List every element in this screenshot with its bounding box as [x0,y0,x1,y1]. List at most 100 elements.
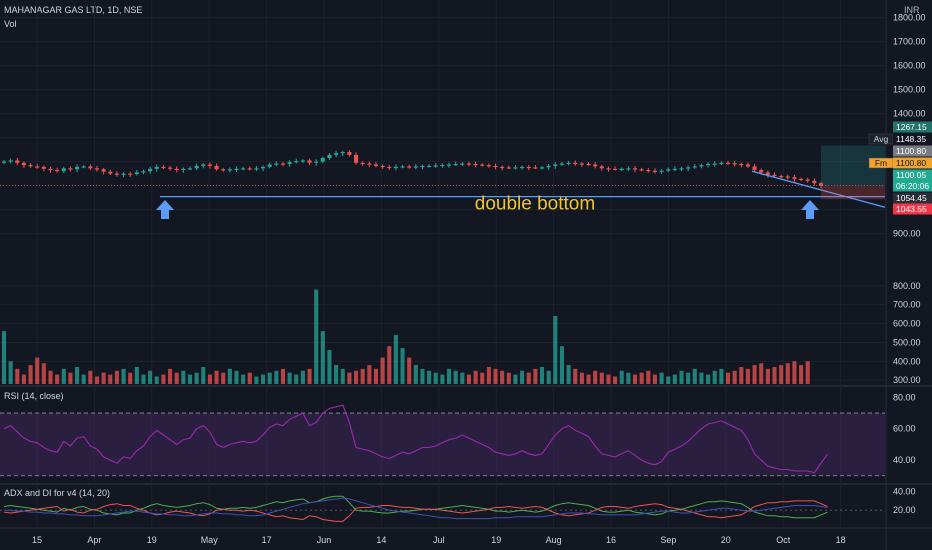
volume-bar [267,372,272,384]
candle-body [21,162,26,166]
volume-bar [287,372,292,384]
candle-body [666,169,671,171]
adx-label: ADX and DI for v4 (14, 20) [4,488,111,498]
price-tag: Avg 1148.35 [868,133,932,145]
candle-body [473,164,478,166]
candle-body [35,166,40,168]
volume-bar [55,374,60,384]
volume-bar [334,365,339,384]
price-tag-value: 1267.15 [896,122,927,132]
time-tick-label: 15 [32,535,42,545]
volume-bar [593,370,598,384]
candle-body [699,165,704,167]
adx-line [4,497,828,520]
candle-body [573,162,578,164]
volume-bar [35,357,40,384]
volume-label: Vol [4,19,17,29]
volume-bar [619,370,624,384]
volume-bar [168,368,173,384]
volume-bar [652,374,657,384]
volume-bar [573,368,578,384]
volume-bar [440,374,445,384]
candle-body [75,166,80,170]
candle-body [639,169,644,171]
up-arrow-icon [801,200,819,219]
candle-body [712,163,717,165]
time-tick-label: 19 [147,535,157,545]
candle-body [732,163,737,165]
price-tag-box [893,192,932,204]
candle-body [287,162,292,164]
price-tag-value: 1100.05 [896,170,926,180]
price-tag: 1054.45 [893,192,932,204]
symbol-title: MAHANAGAR GAS LTD, 1D, NSE [4,5,143,15]
volume-bar [274,370,279,384]
volume-bar [161,374,166,384]
candle-body [121,173,126,175]
candle-body [141,171,146,173]
time-tick-label: Apr [87,535,101,545]
candle-body [61,168,66,172]
volume-bar [241,374,246,384]
volume-bar [307,368,312,384]
volume-bar [314,289,319,384]
volume-bar [254,376,259,384]
volume-bar [207,374,212,384]
candle-body [619,168,624,170]
volume-bar [553,316,558,384]
volume-bar [247,372,252,384]
volume-bar [214,370,219,384]
candle-body [566,162,571,164]
candle-body [15,160,20,163]
price-tag-value: 06:20:06 [896,181,929,191]
volume-bar [732,370,737,384]
volume-bar [752,365,757,384]
candle-body [400,166,405,168]
volume-bar [546,370,551,384]
position-loss-zone [821,185,885,200]
volume-bar [539,367,545,384]
candle-body [659,170,664,172]
candle-body [765,172,770,175]
volume-tick-label: 400.00 [893,356,921,366]
candle-body [706,164,711,166]
candle-body [632,168,638,170]
candle-body [486,165,491,167]
candle-body [586,164,591,166]
candle-body [652,170,657,172]
volume-bar [433,372,438,384]
candle-body [347,152,352,155]
price-tag-box [893,133,932,145]
volume-bar [134,367,139,384]
volume-bar [672,374,677,384]
volume-bar [805,361,810,384]
candle-body [307,160,312,163]
candle-body [267,164,272,167]
rsi-tick-label: 80.00 [893,392,916,402]
candle-body [55,170,60,172]
candle-body [546,165,551,168]
rsi-tick-label: 40.00 [893,455,916,465]
volume-bar [792,361,797,384]
volume-bar [513,374,518,384]
volume-bar [626,372,631,384]
volume-bar [632,374,638,384]
volume-bar [719,368,724,384]
volume-bar [148,370,153,384]
candle-body [792,177,797,179]
candle-body [234,168,239,170]
volume-bar [646,370,651,384]
volume-bar [779,365,784,384]
volume-bar [659,372,664,384]
volume-bar [520,370,525,384]
price-tag-box [893,169,932,181]
candle-body [108,171,113,174]
volume-bar [446,368,452,384]
volume-bar [407,357,412,384]
volume-bar [699,372,704,384]
price-tick-label: 1400.00 [893,109,926,119]
candle-body [420,165,425,168]
rsi-tick-label: 60.00 [893,424,916,434]
volume-bar [68,372,73,384]
